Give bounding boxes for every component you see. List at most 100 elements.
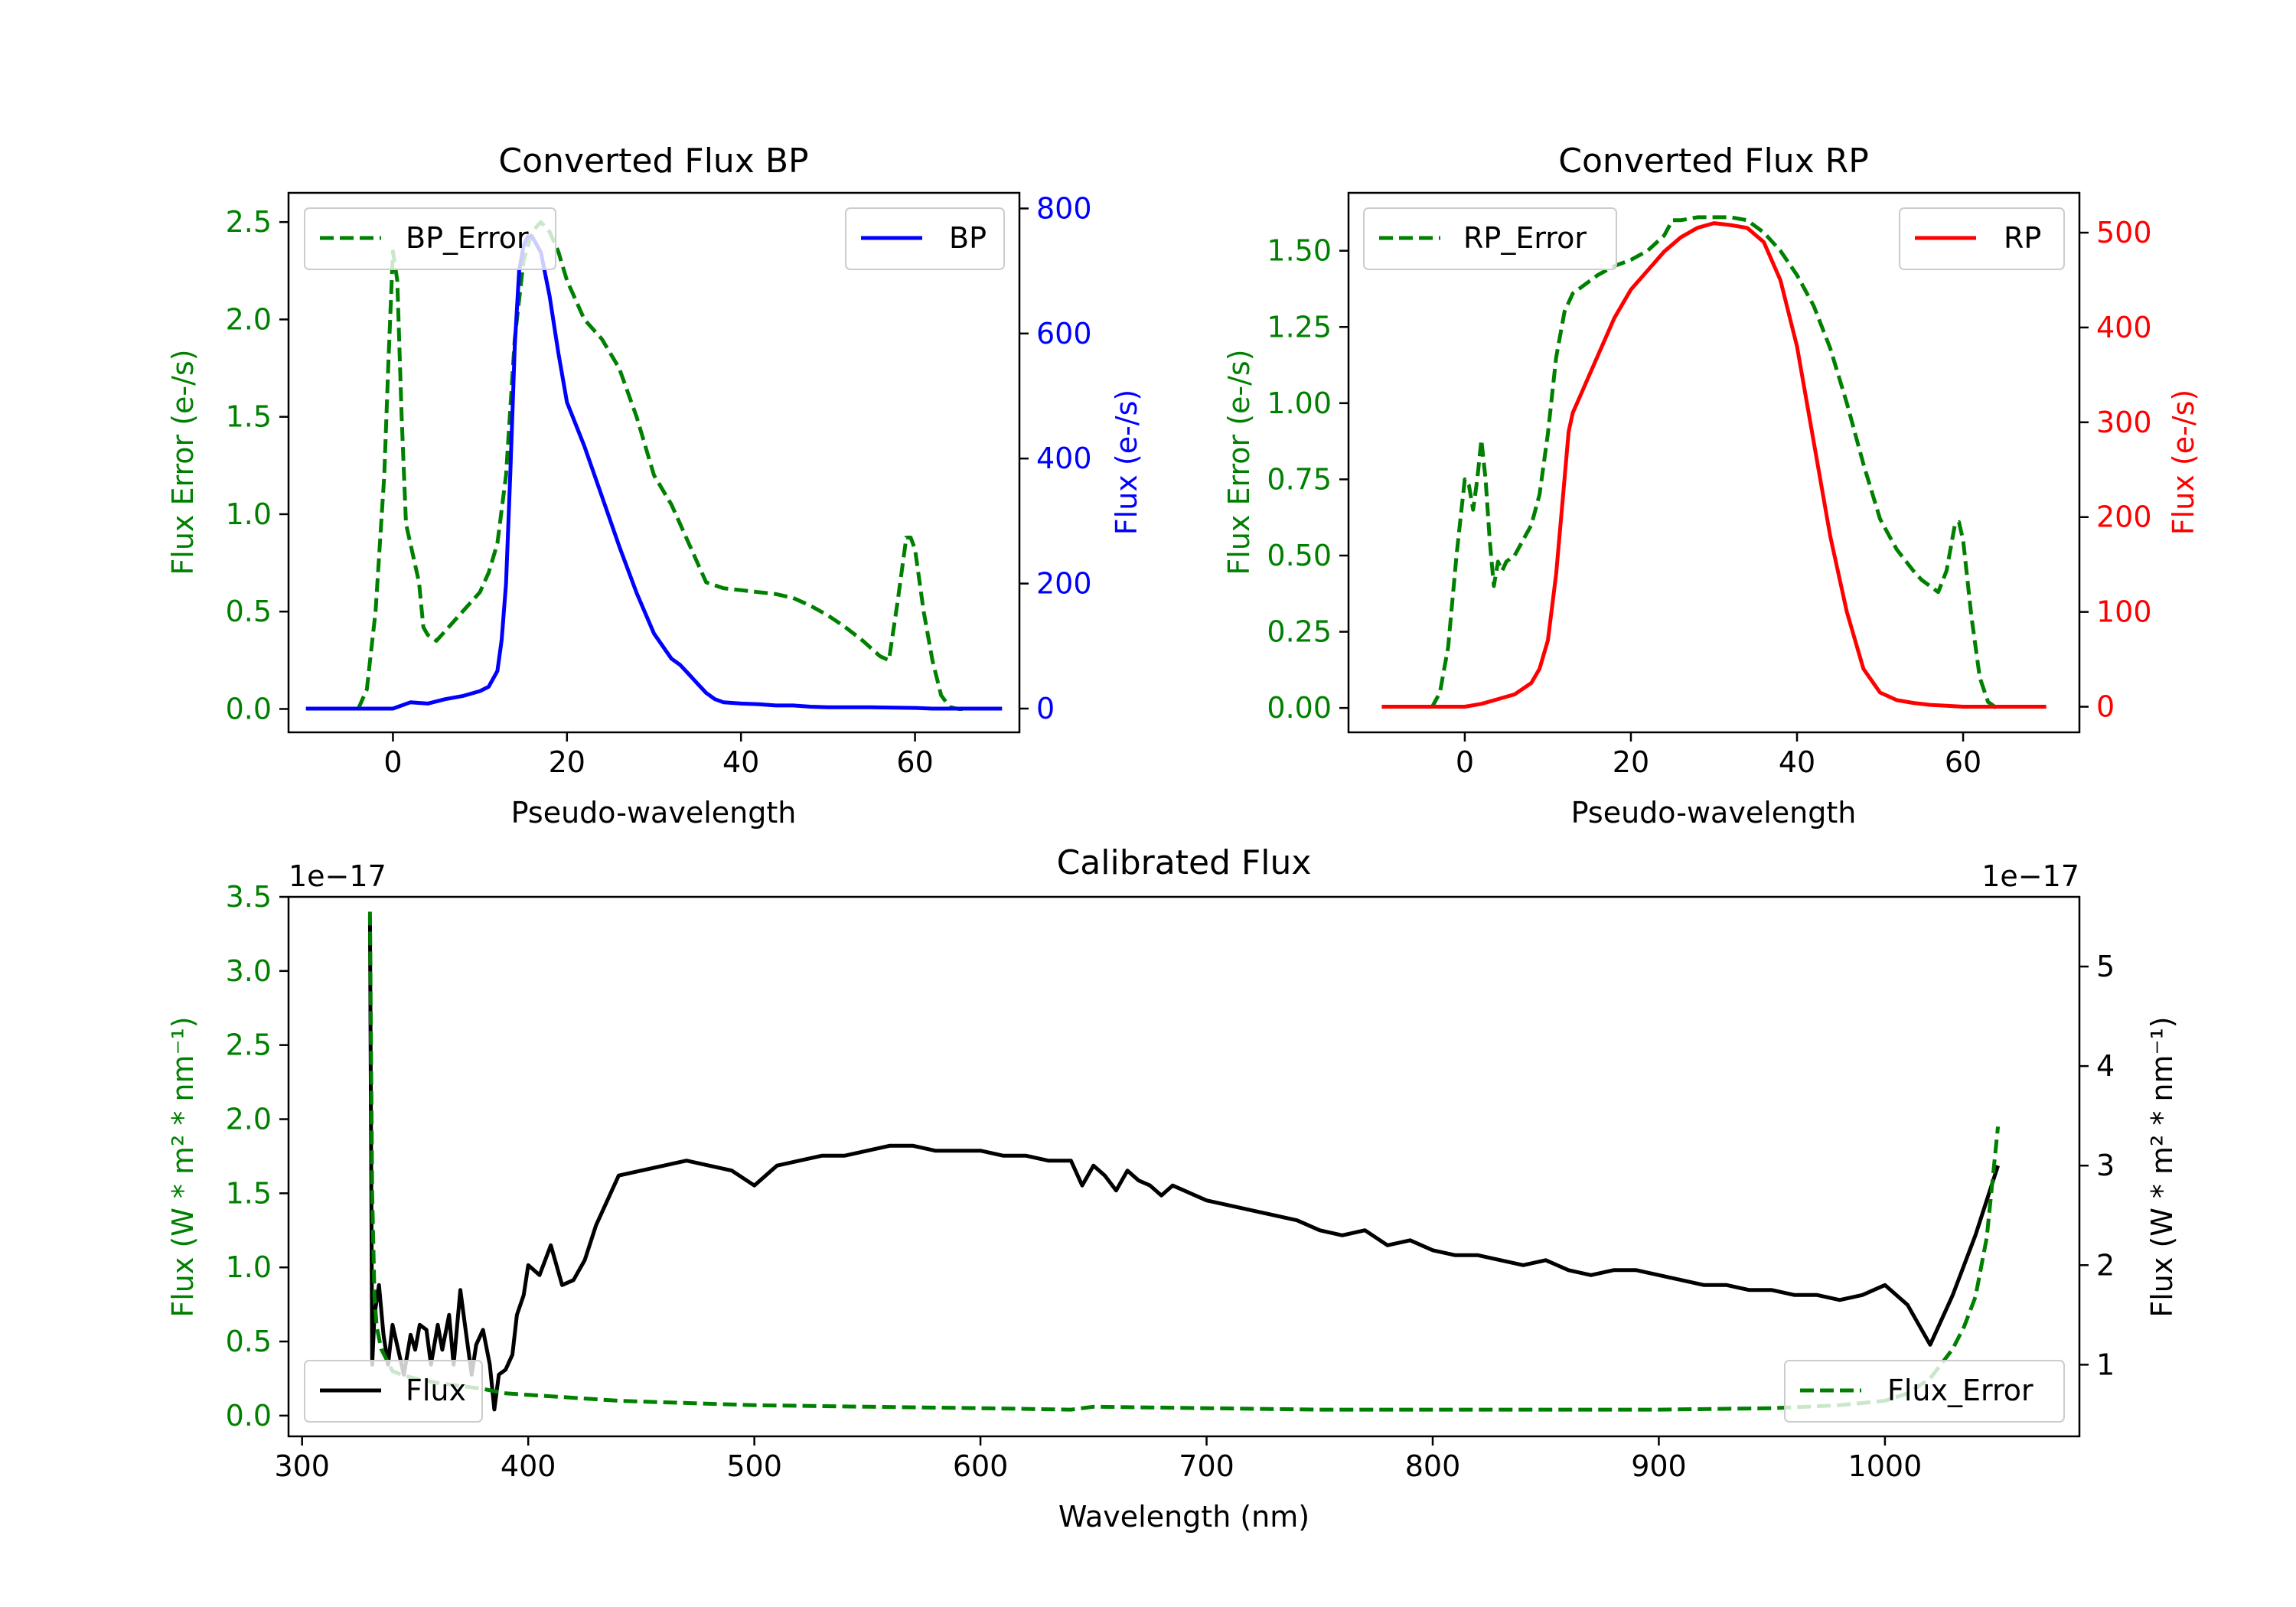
bp-xtick-label: 20 bbox=[549, 745, 585, 779]
bp-error-legend-box bbox=[304, 207, 556, 270]
bp-ytick-right-label: 0 bbox=[1036, 692, 1055, 725]
rp-ticks: 0 20 40 60 0.00 0.25 0.50 0.75 1.00 1.25 1.50 0 100 2… bbox=[1267, 216, 2151, 779]
bp-error-legend: BP_Error bbox=[304, 207, 556, 270]
bp-title: Converted Flux BP bbox=[498, 142, 808, 181]
bp-axes-frame bbox=[287, 191, 1021, 734]
rp-error-legend-box bbox=[1363, 207, 1617, 270]
rp-series-rp-error bbox=[1430, 215, 1998, 710]
calibrated-offset-left: 1e−17 bbox=[289, 859, 386, 893]
bp-series-bp bbox=[305, 234, 1003, 711]
rp-legend: RP bbox=[1899, 207, 2065, 270]
bp-xtick-label: 60 bbox=[896, 745, 933, 779]
bp-legend: BP bbox=[845, 207, 1005, 270]
bp-ytick-left-label: 0.5 bbox=[226, 595, 272, 628]
calibrated-ytick-left-label: 3.5 bbox=[226, 880, 272, 914]
flux-legend: Flux bbox=[304, 1360, 483, 1423]
rp-panel: 0 20 40 60 0.00 0.25 0.50 0.75 1.00 1.25 1.50 0 100 2… bbox=[1222, 142, 2200, 830]
calibrated-ylabel-right: Flux (W * m² * nm⁻¹) bbox=[2145, 1016, 2179, 1317]
calibrated-ylabel-left: Flux (W * m² * nm⁻¹) bbox=[166, 1016, 200, 1317]
rp-ytick-left-label: 1.00 bbox=[1267, 386, 1332, 420]
rp-legend-label: RP bbox=[2004, 221, 2041, 255]
bp-ylabel-right: Flux (e-/s) bbox=[1110, 390, 1143, 535]
calibrated-xlabel: Wavelength (nm) bbox=[1058, 1500, 1309, 1534]
flux-error-legend-box bbox=[1784, 1360, 2065, 1423]
calibrated-xtick-label: 300 bbox=[274, 1449, 330, 1483]
bp-legend-label: BP bbox=[949, 221, 987, 255]
rp-xtick-label: 40 bbox=[1779, 745, 1815, 779]
rp-ytick-left-label: 0.75 bbox=[1267, 462, 1332, 496]
rp-ytick-right-label: 100 bbox=[2096, 595, 2152, 629]
calibrated-xtick-label: 1000 bbox=[1848, 1449, 1923, 1483]
rp-xtick-label: 0 bbox=[1456, 745, 1474, 779]
calibrated-ytick-left-label: 2.0 bbox=[226, 1103, 272, 1136]
calibrated-ytick-right-label: 2 bbox=[2096, 1248, 2115, 1282]
calibrated-xtick-label: 500 bbox=[726, 1449, 782, 1483]
bp-ticks: 0 20 40 60 0.0 0.5 1.0 1.5 2.0 2.5 0 200 400 600 800 bbox=[226, 191, 1092, 779]
bp-xtick-label: 0 bbox=[383, 745, 402, 779]
rp-ytick-right-label: 300 bbox=[2096, 406, 2152, 439]
flux-error-legend: Flux_Error bbox=[1784, 1360, 2065, 1423]
calibrated-ytick-left-label: 0.0 bbox=[226, 1399, 272, 1433]
rp-ytick-right-label: 200 bbox=[2096, 500, 2152, 534]
rp-plot-lines bbox=[1381, 215, 2047, 710]
bp-ytick-left-label: 2.5 bbox=[226, 205, 272, 239]
calibrated-xtick-label: 800 bbox=[1405, 1449, 1461, 1483]
flux-legend-label: Flux bbox=[406, 1374, 466, 1407]
bp-ytick-right-label: 200 bbox=[1036, 567, 1092, 601]
bp-ytick-left-label: 0.0 bbox=[226, 692, 272, 725]
rp-xtick-label: 60 bbox=[1945, 745, 1981, 779]
calibrated-ytick-left-label: 0.5 bbox=[226, 1325, 272, 1358]
bp-ylabel-left: Flux Error (e-/s) bbox=[166, 349, 200, 575]
calibrated-ytick-right-label: 5 bbox=[2096, 950, 2115, 983]
rp-ytick-left-label: 1.50 bbox=[1267, 234, 1332, 268]
calibrated-series-flux bbox=[367, 916, 2000, 1412]
rp-ytick-right-label: 0 bbox=[2096, 690, 2115, 724]
calibrated-ytick-left-label: 1.5 bbox=[226, 1176, 272, 1210]
flux-error-legend-label: Flux_Error bbox=[1887, 1374, 2033, 1407]
rp-error-legend-label: RP_Error bbox=[1463, 221, 1587, 255]
rp-axes-frame bbox=[1347, 191, 2081, 734]
rp-title: Converted Flux RP bbox=[1558, 142, 1869, 181]
bp-ytick-right-label: 800 bbox=[1036, 191, 1092, 225]
rp-ytick-left-label: 0.50 bbox=[1267, 539, 1332, 572]
rp-xlabel: Pseudo-wavelength bbox=[1571, 796, 1857, 830]
calibrated-xtick-label: 700 bbox=[1179, 1449, 1234, 1483]
bp-ytick-right-label: 600 bbox=[1036, 317, 1092, 350]
rp-error-legend: RP_Error bbox=[1363, 207, 1617, 270]
calibrated-xtick-label: 400 bbox=[501, 1449, 556, 1483]
rp-series-rp bbox=[1381, 221, 2047, 709]
bp-error-legend-label: BP_Error bbox=[406, 221, 529, 255]
bp-plot-lines bbox=[305, 220, 1003, 711]
calibrated-ytick-left-label: 1.0 bbox=[226, 1250, 272, 1284]
bp-panel: 0 20 40 60 0.0 0.5 1.0 1.5 2.0 2.5 0 200 400 600 800 C… bbox=[166, 142, 1143, 830]
bp-ytick-right-label: 400 bbox=[1036, 442, 1092, 475]
calibrated-ytick-left-label: 2.5 bbox=[226, 1028, 272, 1062]
calibrated-ytick-right-label: 4 bbox=[2096, 1049, 2115, 1083]
rp-ytick-left-label: 0.25 bbox=[1267, 615, 1332, 649]
bp-xlabel: Pseudo-wavelength bbox=[511, 796, 797, 830]
calibrated-panel: 300 400 500 600 700 800 900 1000 0.0 0.5 1.0 1.5 2.0… bbox=[166, 843, 2179, 1534]
rp-ytick-left-label: 1.25 bbox=[1267, 310, 1332, 344]
rp-ylabel-right: Flux (e-/s) bbox=[2167, 390, 2200, 535]
rp-legend-box bbox=[1899, 207, 2065, 270]
calibrated-axes-frame bbox=[287, 895, 2081, 1438]
bp-ytick-left-label: 1.5 bbox=[226, 400, 272, 434]
flux-legend-box bbox=[304, 1360, 483, 1423]
rp-ytick-left-label: 0.00 bbox=[1267, 691, 1332, 725]
calibrated-ytick-left-label: 3.0 bbox=[226, 954, 272, 988]
rp-ytick-right-label: 400 bbox=[2096, 311, 2152, 344]
bp-ytick-left-label: 2.0 bbox=[226, 302, 272, 336]
calibrated-xtick-label: 600 bbox=[953, 1449, 1009, 1483]
bp-xtick-label: 40 bbox=[722, 745, 759, 779]
rp-ylabel-left: Flux Error (e-/s) bbox=[1222, 349, 1256, 575]
rp-ytick-right-label: 500 bbox=[2096, 216, 2152, 249]
calibrated-title: Calibrated Flux bbox=[1057, 843, 1312, 882]
bp-series-bp-error bbox=[356, 220, 967, 711]
calibrated-offset-right: 1e−17 bbox=[1981, 859, 2079, 893]
calibrated-ytick-right-label: 1 bbox=[2096, 1348, 2115, 1381]
calibrated-xtick-label: 900 bbox=[1631, 1449, 1687, 1483]
calibrated-ytick-right-label: 3 bbox=[2096, 1149, 2115, 1182]
bp-ytick-left-label: 1.0 bbox=[226, 497, 272, 531]
calibrated-ticks: 300 400 500 600 700 800 900 1000 0.0 0.5 1.0 1.5 2.0… bbox=[226, 880, 2115, 1483]
bp-legend-box bbox=[845, 207, 1005, 270]
